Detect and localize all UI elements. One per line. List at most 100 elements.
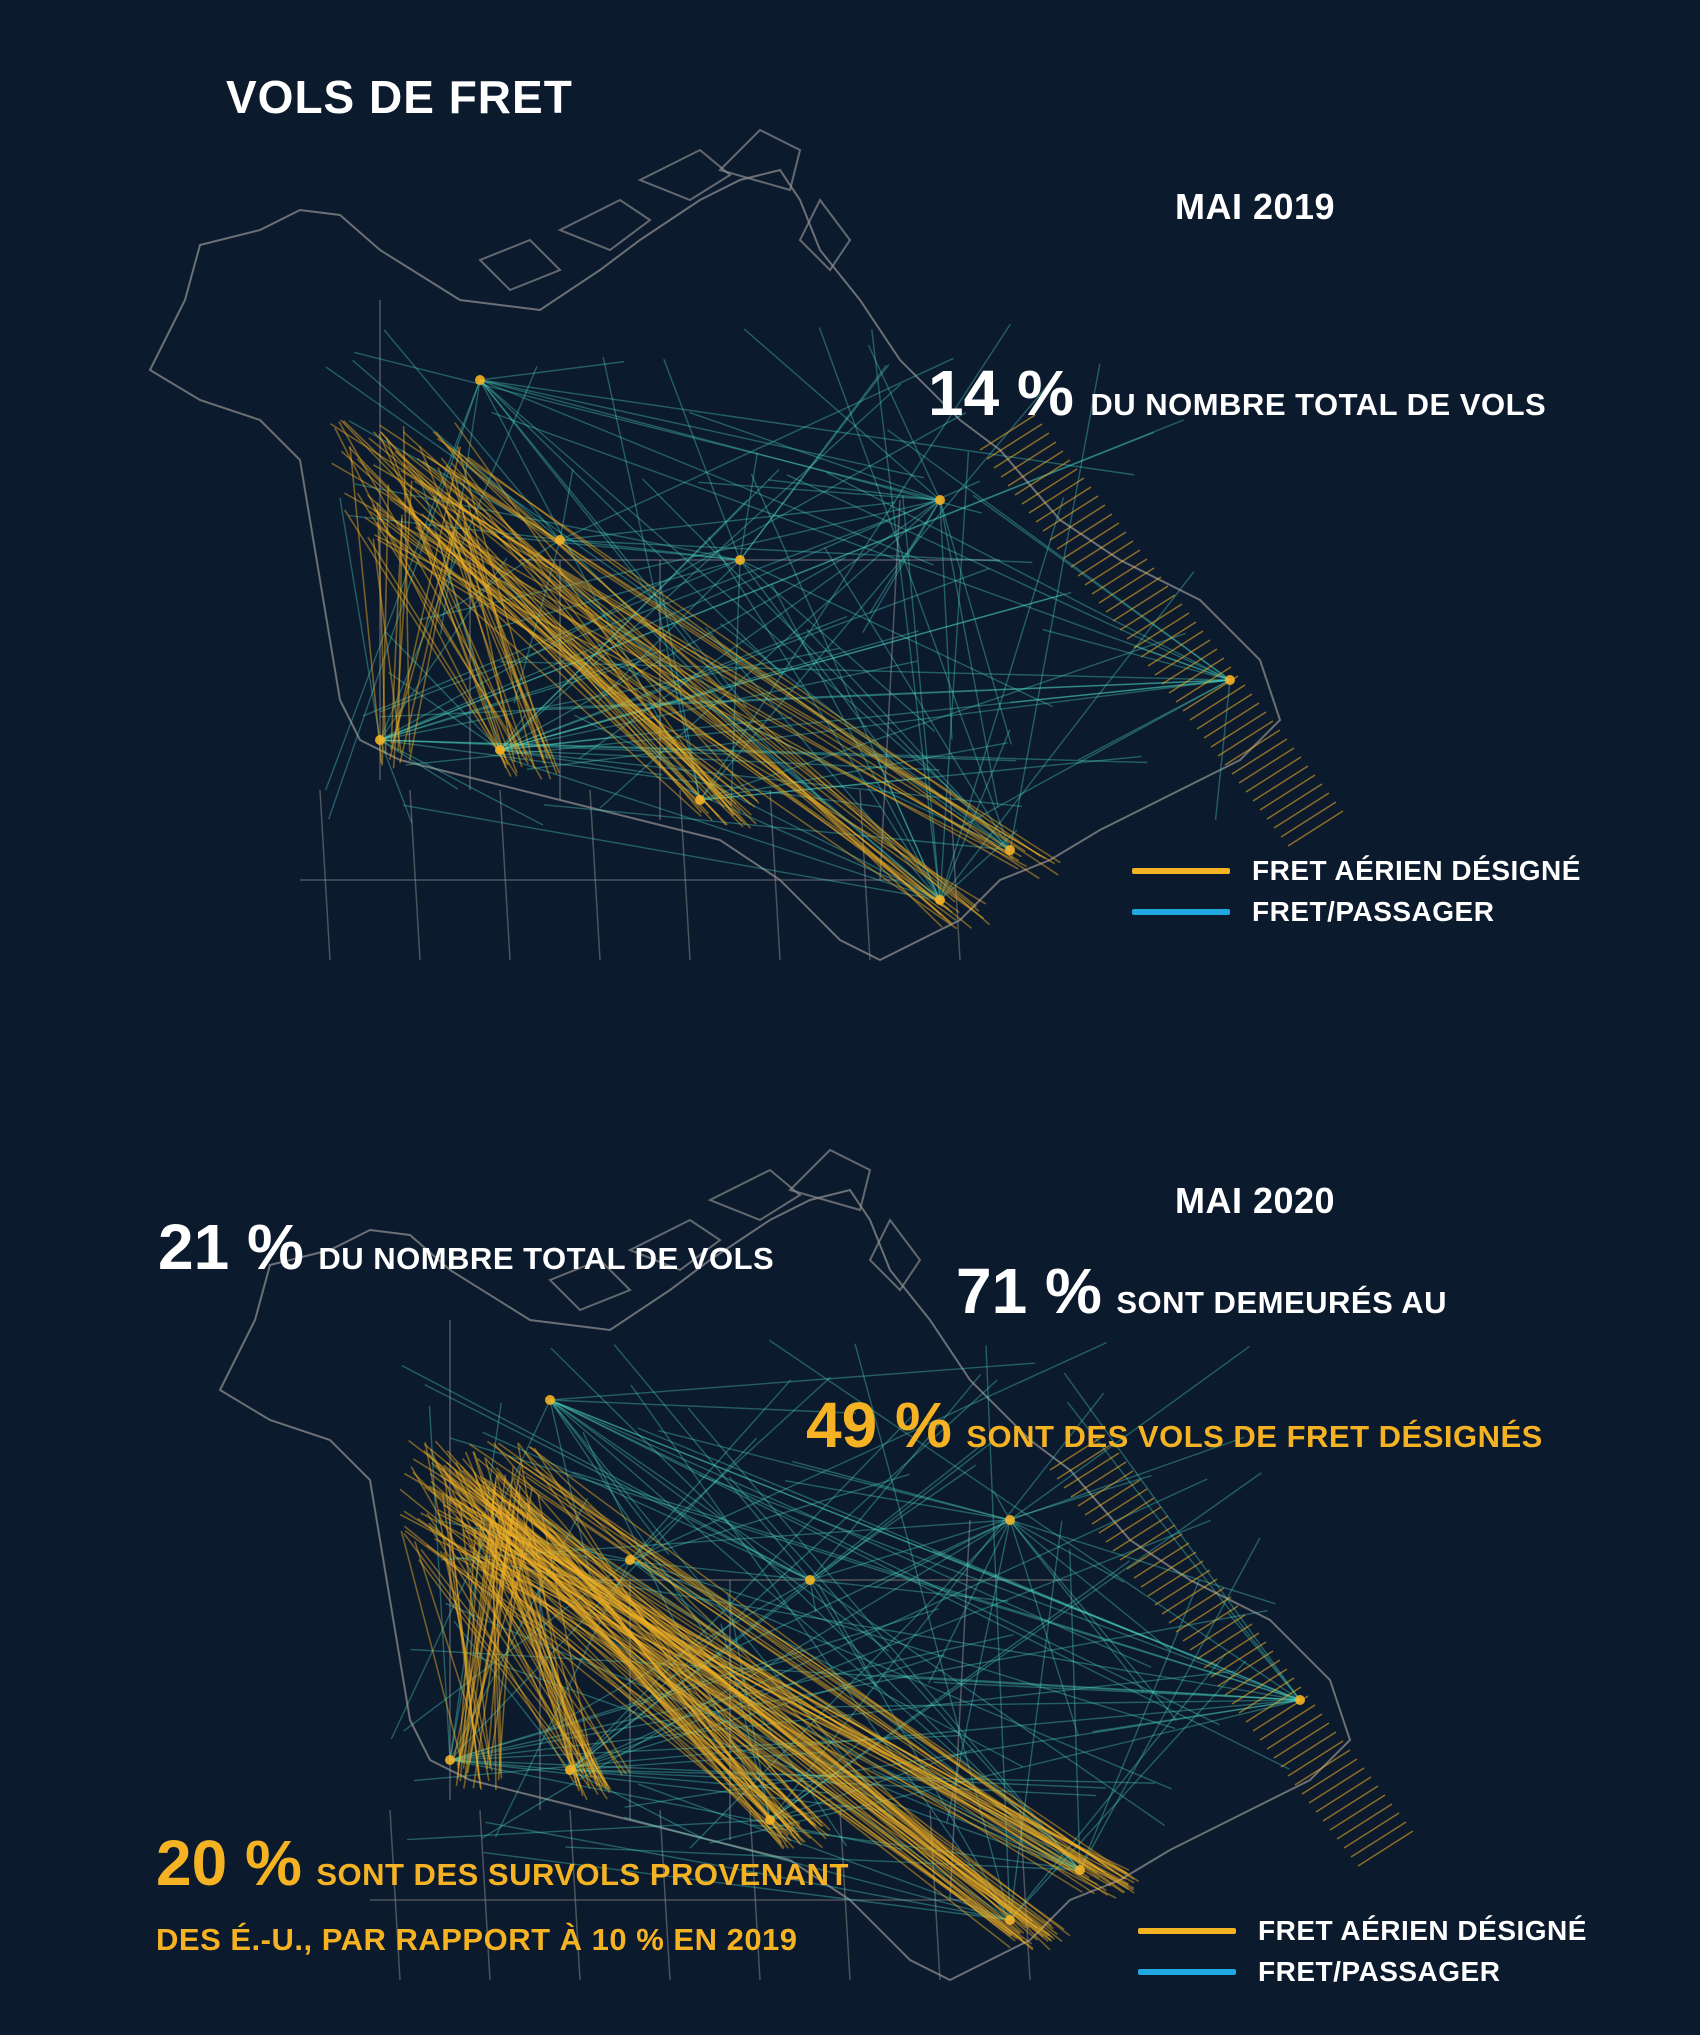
cargo-passenger-route	[624, 1699, 1301, 1808]
cargo-passenger-route	[582, 1431, 771, 1821]
designated-cargo-route	[417, 522, 518, 774]
blue-line-swatch-icon	[1138, 1969, 1236, 1975]
cargo-passenger-route	[642, 478, 1011, 851]
cargo-passenger-route	[1079, 1537, 1261, 1871]
designated-cargo-route	[474, 1523, 1112, 1887]
overflight-route	[1266, 783, 1323, 820]
arctic-island-outline	[637, 148, 732, 202]
designated-cargo-route	[449, 472, 552, 780]
designated-cargo-route	[498, 1510, 582, 1789]
designated-cargo-route	[334, 427, 512, 778]
designated-cargo-route	[488, 1487, 533, 1769]
cargo-passenger-route	[809, 1464, 977, 1581]
cargo-passenger-route	[549, 1399, 594, 1589]
designated-cargo-route	[455, 1516, 1054, 1930]
cargo-passenger-route	[379, 739, 544, 826]
designated-cargo-route	[374, 534, 1028, 868]
cargo-passenger-route	[502, 535, 741, 561]
designated-cargo-route	[452, 1519, 504, 1763]
designated-cargo-route	[441, 1493, 482, 1790]
airport-hub-marker	[695, 795, 705, 805]
designated-cargo-route	[503, 1499, 1109, 1897]
designated-cargo-route	[381, 484, 390, 766]
overflight-route	[1091, 1488, 1148, 1525]
cargo-passenger-route	[705, 626, 941, 901]
cargo-passenger-route	[699, 776, 930, 801]
overflight-route	[1056, 513, 1113, 550]
cargo-passenger-route	[699, 380, 1052, 801]
overflight-route	[1189, 684, 1246, 721]
overflight-route	[1196, 1623, 1253, 1660]
cargo-passenger-route	[739, 364, 890, 561]
overflight-route	[1357, 1830, 1414, 1867]
designated-cargo-route	[463, 522, 546, 764]
cargo-passenger-route	[348, 420, 561, 541]
cargo-passenger-route	[499, 383, 902, 751]
cargo-passenger-route	[939, 451, 970, 901]
cargo-passenger-route	[339, 497, 381, 741]
cargo-passenger-route	[449, 1759, 1107, 1789]
cargo-passenger-route	[406, 1819, 771, 1841]
cargo-passenger-route	[752, 1824, 1081, 1871]
designated-cargo-route	[486, 1440, 1125, 1880]
cargo-passenger-route	[809, 1579, 878, 1690]
designated-cargo-route	[513, 1476, 1135, 1894]
designated-cargo-route	[390, 514, 403, 744]
designated-cargo-route	[467, 456, 1014, 860]
designated-cargo-route	[450, 462, 760, 804]
cargo-passenger-route	[629, 1559, 1176, 1730]
cargo-passenger-route	[559, 539, 826, 805]
cargo-passenger-route	[437, 539, 561, 619]
legend-label: FRET/PASSAGER	[1258, 1956, 1501, 1987]
overflight-route	[1056, 1443, 1113, 1480]
stat-value: 21 %	[158, 1211, 304, 1283]
cargo-passenger-route	[499, 468, 780, 751]
cargo-passenger-route	[933, 1681, 1301, 1701]
cargo-passenger-route	[379, 739, 1148, 764]
canada-outline	[218, 1188, 1352, 1982]
cargo-passenger-route	[494, 1559, 631, 1838]
designated-cargo-route	[480, 1479, 1038, 1941]
cargo-passenger-route	[709, 1699, 1301, 1844]
overflight-route	[1140, 1551, 1197, 1588]
cargo-passenger-route	[1009, 1519, 1145, 1692]
designated-cargo-route	[469, 1466, 522, 1763]
cargo-passenger-route	[390, 1399, 551, 1740]
cargo-passenger-route	[659, 583, 701, 801]
cargo-passenger-route	[992, 1490, 1011, 1521]
cargo-passenger-route	[379, 739, 882, 808]
cargo-passenger-route	[569, 1519, 1212, 1771]
cargo-passenger-route	[440, 1519, 1011, 1561]
blue-line-swatch-icon	[1132, 909, 1230, 915]
designated-cargo-route	[427, 1452, 789, 1836]
designated-cargo-route	[385, 437, 507, 769]
designated-cargo-route	[486, 1486, 1063, 1943]
designated-cargo-route	[390, 531, 454, 751]
cargo-passenger-route	[549, 1399, 1152, 1668]
arctic-island-outline	[627, 1218, 722, 1272]
province-boundary	[949, 1519, 971, 1901]
overflight-route	[1154, 1569, 1211, 1606]
airport-hub-marker	[1005, 1915, 1015, 1925]
overflight-route	[1098, 1497, 1155, 1534]
arctic-island-outline	[548, 1258, 632, 1312]
overflight-route	[1343, 1812, 1400, 1849]
cargo-passenger-route	[623, 1816, 1011, 1921]
overflight-route	[1217, 1650, 1274, 1687]
cargo-passenger-route	[932, 1549, 1301, 1701]
cargo-passenger-route	[499, 749, 940, 771]
cargo-passenger-route	[508, 758, 941, 901]
cargo-passenger-route	[687, 1407, 1081, 1871]
designated-cargo-route	[449, 1478, 630, 1772]
designated-cargo-route	[492, 1491, 497, 1790]
cargo-passenger-route	[698, 1474, 1301, 1701]
overflight-route	[1189, 1614, 1246, 1651]
province-boundary	[879, 499, 901, 881]
cargo-passenger-route	[452, 1556, 1301, 1701]
cargo-passenger-route	[768, 1339, 1301, 1701]
cargo-passenger-route	[604, 1634, 1011, 1921]
overflight-route	[1077, 1470, 1134, 1507]
designated-cargo-route	[497, 1442, 1100, 1880]
designated-cargo-route	[428, 1525, 608, 1800]
cargo-passenger-route	[637, 1783, 1011, 1921]
